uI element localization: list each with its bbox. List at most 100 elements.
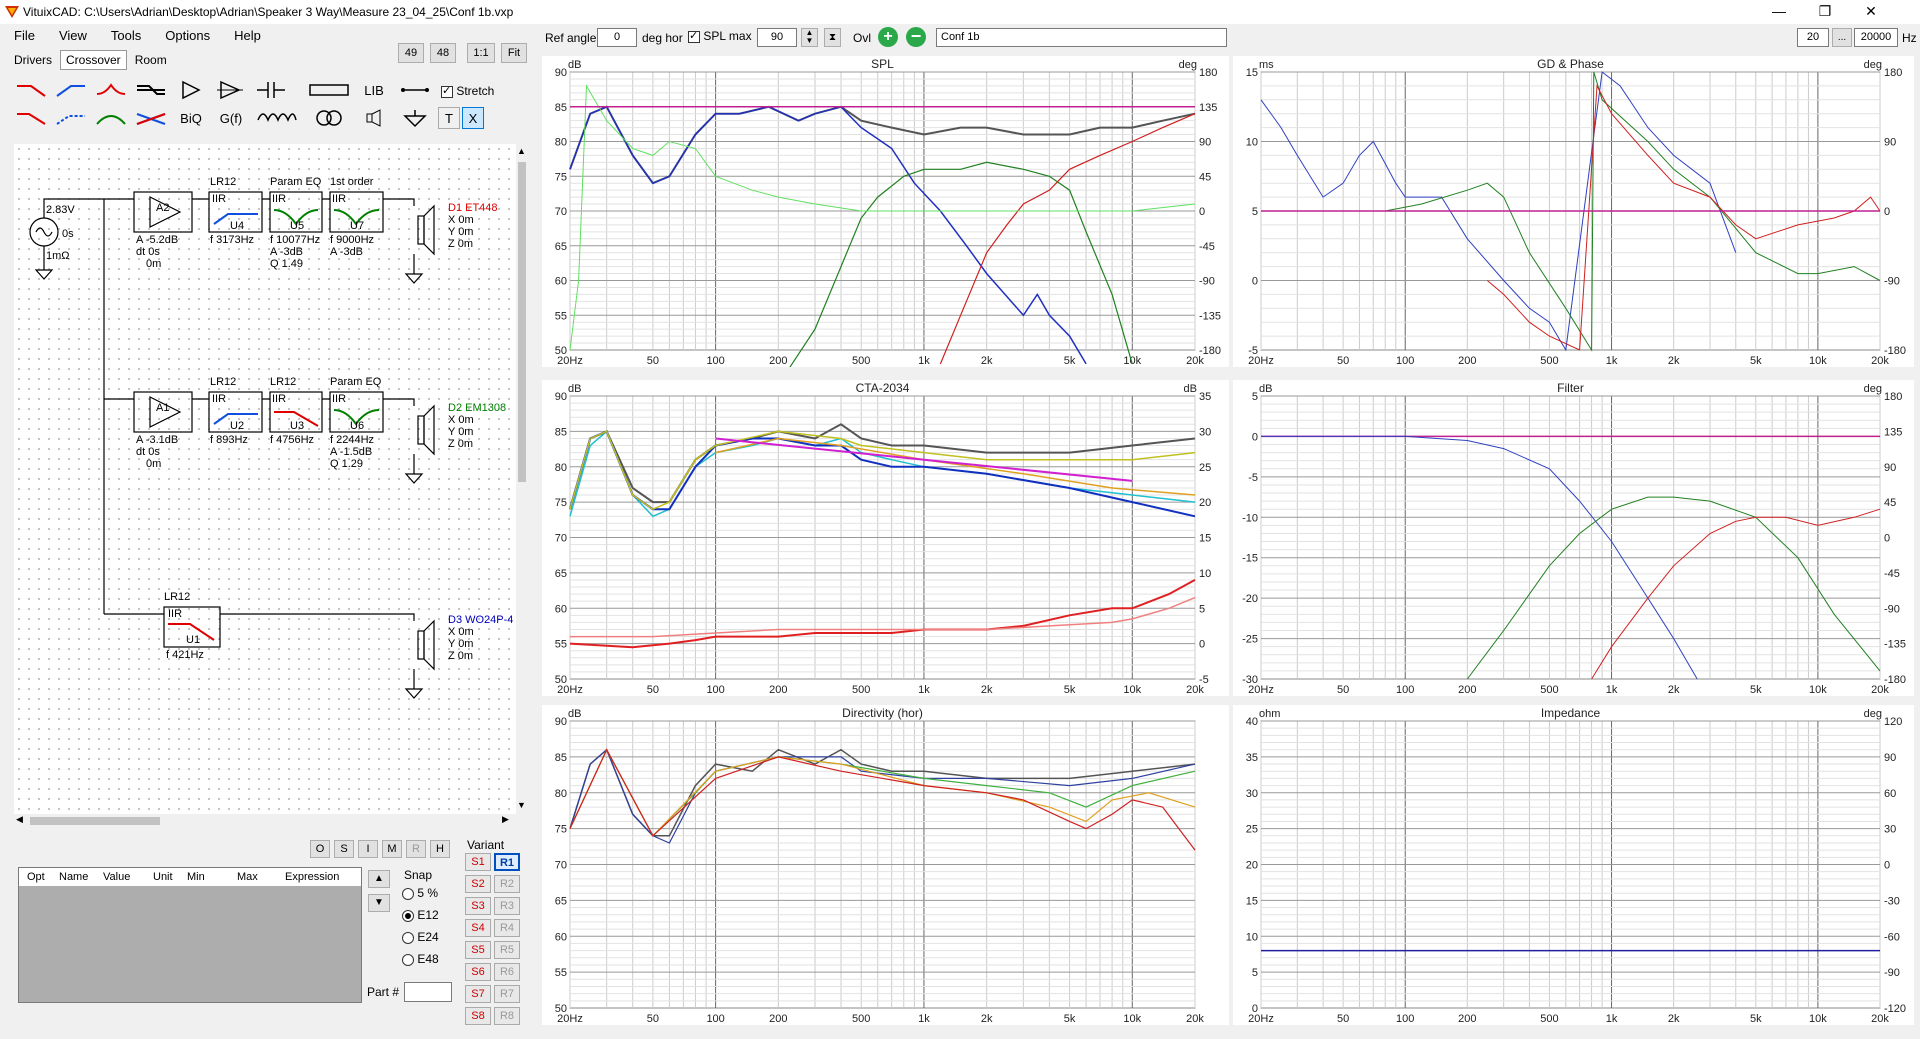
wire-tool[interactable] xyxy=(398,77,432,103)
optimizer-table[interactable]: Opt Name Value Unit Min Max Expression xyxy=(18,867,362,1003)
library-button[interactable]: LIB xyxy=(357,77,391,103)
chart-impedance[interactable]: Impedance ohm deg 40 35 30 25 20 15 10 5 0 120 90 60 30… xyxy=(1233,705,1914,1025)
resistor-tool[interactable] xyxy=(306,77,352,103)
allpass-tool[interactable] xyxy=(134,105,168,131)
schematic-canvas[interactable]: 2.83V 0s 1mΩ A2 A -5.2dB dt 0s 0m LR12 I… xyxy=(14,144,516,814)
hscroll-thumb[interactable] xyxy=(30,817,160,825)
variant-s-button[interactable]: S6 xyxy=(465,963,491,981)
snap-option-e12[interactable]: E12 xyxy=(402,908,439,922)
tab-drivers[interactable]: Drivers xyxy=(14,53,52,67)
overlay-remove-icon[interactable]: − xyxy=(906,27,926,47)
ground-tool[interactable] xyxy=(398,105,432,131)
spl-max-checkbox[interactable]: SPL max xyxy=(688,29,752,43)
variant-s-button[interactable]: S5 xyxy=(465,941,491,959)
driver-d2-name[interactable]: D2 EM1308 xyxy=(448,402,507,414)
driver-d3-name[interactable]: D3 WO24P-4 xyxy=(448,614,514,626)
menu-view[interactable]: View xyxy=(58,27,87,43)
menu-help[interactable]: Help xyxy=(234,27,261,43)
move-up-button[interactable]: ▲ xyxy=(368,870,390,888)
highpass-1st-tool[interactable] xyxy=(54,105,88,131)
x-button[interactable]: X xyxy=(462,107,484,129)
t-button[interactable]: T xyxy=(438,107,460,129)
lowpass-1st-tool[interactable] xyxy=(14,105,48,131)
peak-red-tool[interactable] xyxy=(94,77,128,103)
spl-max-input[interactable]: 90 xyxy=(757,28,797,47)
overlay-name-input[interactable]: Conf 1b xyxy=(936,28,1227,47)
capacitor-tool[interactable] xyxy=(254,77,288,103)
chart-cta[interactable]: CTA-2034 dB dB 90 85 80 75 70 65 60 55 50 35 30 25 20 15… xyxy=(542,380,1229,696)
source-delay[interactable]: 0s xyxy=(62,228,74,240)
schematic-hscroll[interactable]: ◀ ▶ xyxy=(14,814,516,828)
btn-h[interactable]: H xyxy=(430,840,450,858)
variant-r-button[interactable]: R5 xyxy=(494,941,520,959)
btn-s[interactable]: S xyxy=(334,840,354,858)
col-unit[interactable]: Unit xyxy=(153,871,173,883)
vscroll-thumb[interactable] xyxy=(518,162,526,482)
btn-o[interactable]: O xyxy=(310,840,330,858)
buffer-tool[interactable] xyxy=(214,77,248,103)
variant-s-button[interactable]: S1 xyxy=(465,853,491,871)
zoom-1to1-button[interactable]: 1:1 xyxy=(467,43,495,63)
ref-angle-input[interactable]: 0 xyxy=(597,28,637,47)
variant-r-button[interactable]: R1 xyxy=(494,853,520,871)
variant-r-button[interactable]: R6 xyxy=(494,963,520,981)
highpass-blue-tool[interactable] xyxy=(54,77,88,103)
stretch-checkbox[interactable]: Stretch xyxy=(441,84,494,98)
amp-a2-params[interactable]: A -5.2dB dt 0s 0m xyxy=(136,234,178,270)
btn-r[interactable]: R xyxy=(406,840,426,858)
minimize-button[interactable]: — xyxy=(1772,3,1786,19)
transformer-tool[interactable] xyxy=(306,105,352,131)
scroll-right-icon[interactable]: ▶ xyxy=(502,814,509,824)
block-u4-param-f[interactable]: f 3173Hz xyxy=(210,234,255,246)
snap-option-5pct[interactable]: 5 % xyxy=(402,886,438,900)
variant-r-button[interactable]: R4 xyxy=(494,919,520,937)
variant-r-button[interactable]: R7 xyxy=(494,985,520,1003)
scroll-up-icon[interactable]: ▲ xyxy=(517,146,526,156)
freq-min-menu-button[interactable]: ... xyxy=(1832,28,1852,47)
spl-stepper[interactable]: ▲ ▼ xyxy=(801,28,818,47)
block-u6-params[interactable]: f 2244Hz A -1.5dB Q 1.29 xyxy=(330,434,374,470)
driver-d1-name[interactable]: D1 ET448 xyxy=(448,202,498,214)
bandpass-green-tool[interactable] xyxy=(94,105,128,131)
block-u2-param-f[interactable]: f 893Hz xyxy=(210,434,248,446)
col-name[interactable]: Name xyxy=(59,871,89,883)
variant-s-button[interactable]: S4 xyxy=(465,919,491,937)
variant-s-button[interactable]: S7 xyxy=(465,985,491,1003)
source-voltage[interactable]: 2.83V xyxy=(46,204,75,216)
chart-spl[interactable]: SPL dB deg 90 85 80 75 70 65 60 55 50 180 135 90 45 0 -45… xyxy=(542,56,1229,386)
block-u3-param-f[interactable]: f 4756Hz xyxy=(270,434,315,446)
col-opt[interactable]: Opt xyxy=(27,871,45,883)
close-button[interactable]: ✕ xyxy=(1865,3,1877,19)
move-down-button[interactable]: ▼ xyxy=(368,894,390,912)
menu-tools[interactable]: Tools xyxy=(110,27,142,43)
maximize-button[interactable]: ❐ xyxy=(1818,3,1832,19)
scroll-left-icon[interactable]: ◀ xyxy=(16,814,23,824)
menu-file[interactable]: File xyxy=(14,27,35,43)
scroll-down-icon[interactable]: ▼ xyxy=(517,800,526,810)
gf-button[interactable]: G(f) xyxy=(214,105,248,131)
snap-option-e24[interactable]: E24 xyxy=(402,930,439,944)
shelf-tool[interactable] xyxy=(134,77,168,103)
chart-filter[interactable]: Filter dB deg 5 0 -5 -10 -15 -20 -25 -30 180 135 90 45… xyxy=(1233,380,1914,696)
col-value[interactable]: Value xyxy=(103,871,131,883)
speaker-tool[interactable] xyxy=(357,105,391,131)
block-u5-params[interactable]: f 10077Hz A -3dB Q 1.49 xyxy=(270,234,320,270)
source-resistance[interactable]: 1mΩ xyxy=(46,250,70,262)
amp-a1-params[interactable]: A -3.1dB dt 0s 0m xyxy=(136,434,178,470)
col-expression[interactable]: Expression xyxy=(285,871,340,883)
lowpass-red-tool[interactable] xyxy=(14,77,48,103)
overlay-add-icon[interactable]: + xyxy=(878,27,898,47)
variant-r-button[interactable]: R3 xyxy=(494,897,520,915)
spl-auto-button[interactable]: ⧗ xyxy=(824,28,841,47)
chart-directivity[interactable]: Directivity (hor) dB 90 85 80 75 70 65 60 55 50 20H… xyxy=(542,705,1229,1025)
variant-s-button[interactable]: S3 xyxy=(465,897,491,915)
variant-r-button[interactable]: R2 xyxy=(494,875,520,893)
block-u1-param-f[interactable]: f 421Hz xyxy=(166,649,204,661)
tab-room[interactable]: Room xyxy=(134,53,167,67)
block-u7-params[interactable]: f 9000Hz A -3dB xyxy=(330,234,374,258)
menu-options[interactable]: Options xyxy=(165,27,211,43)
amplifier-tool[interactable] xyxy=(174,77,208,103)
part-number-input[interactable] xyxy=(404,982,452,1002)
tab-crossover[interactable]: Crossover xyxy=(60,50,127,70)
zoom-fit-button[interactable]: Fit xyxy=(501,43,527,63)
